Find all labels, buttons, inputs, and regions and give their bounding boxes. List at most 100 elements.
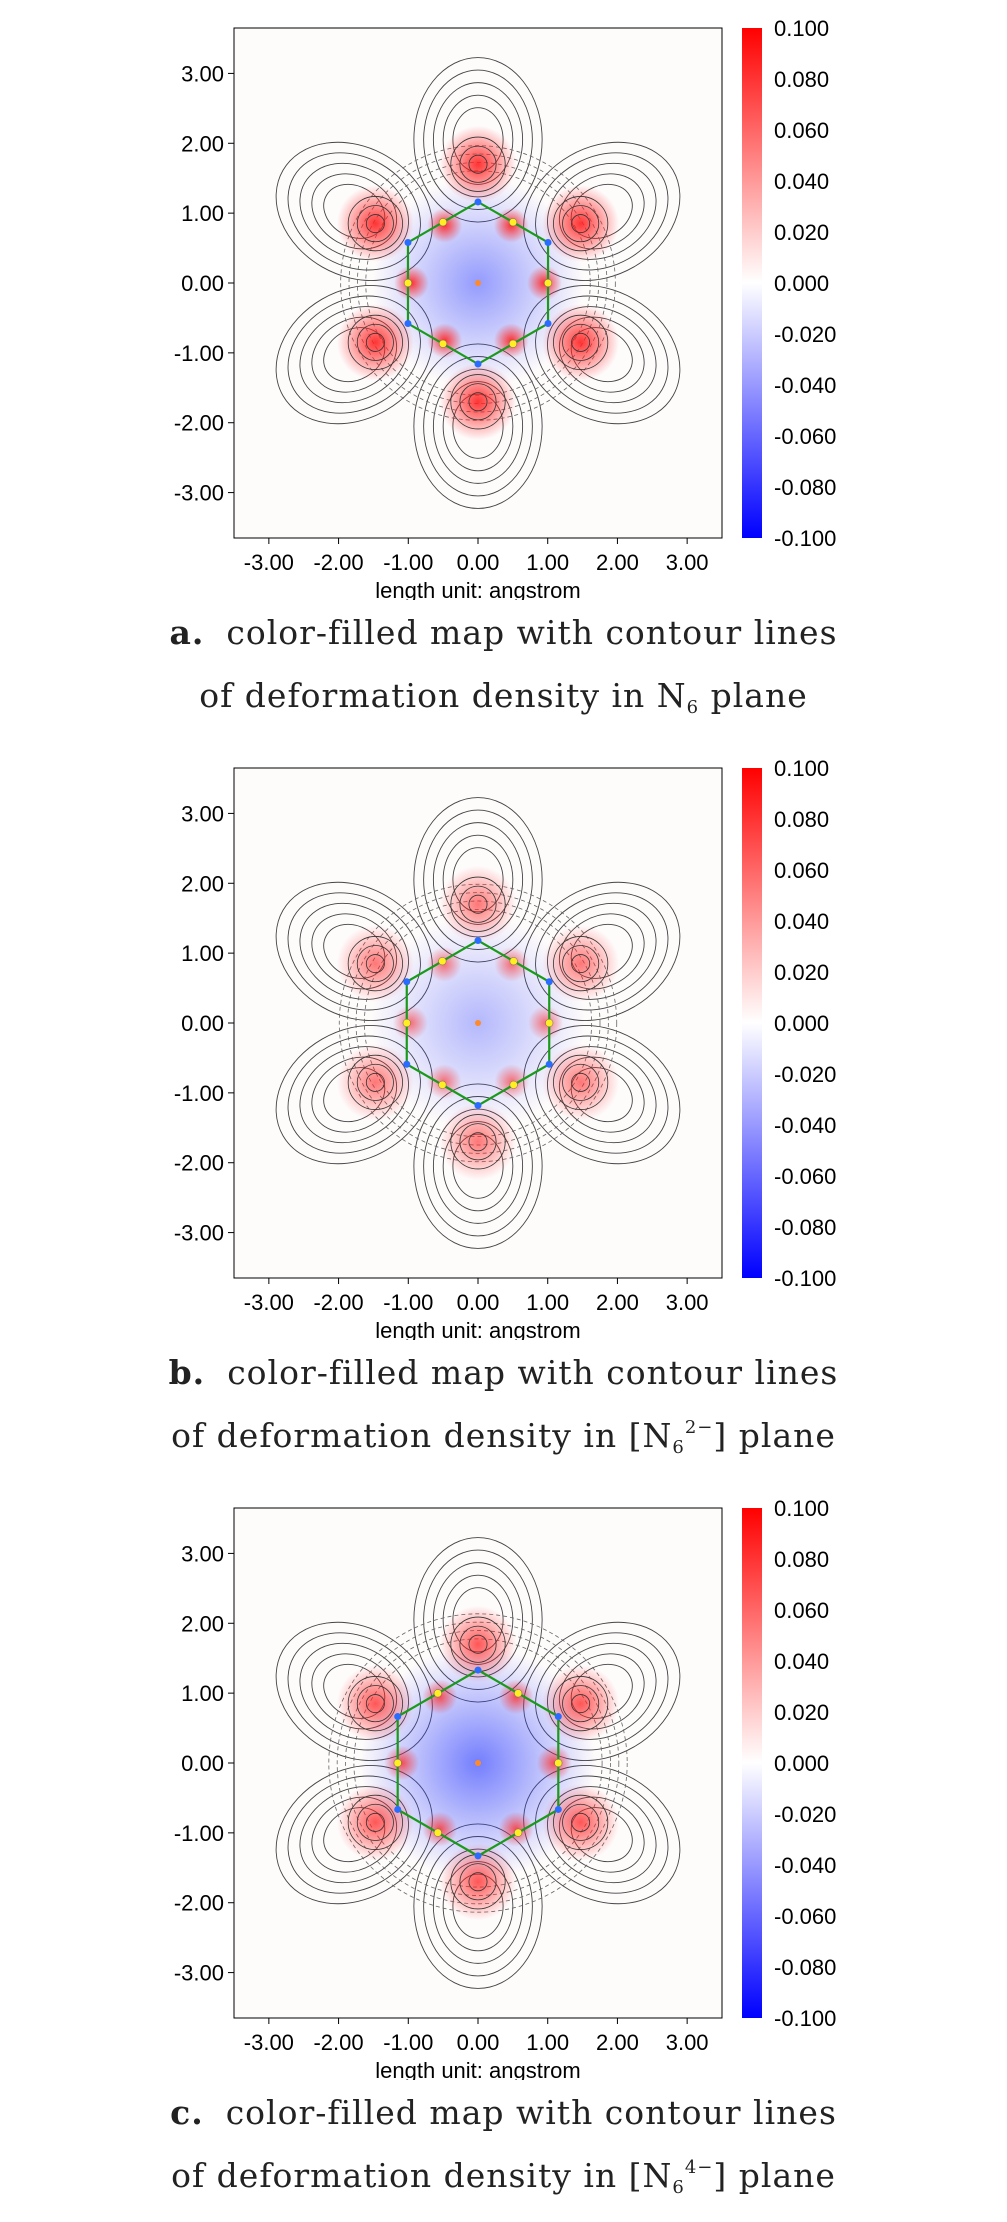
y-tick-label: 2.00	[181, 131, 224, 156]
caption-a-label: a.	[169, 613, 205, 652]
colorbar-tick-label: 0.100	[774, 756, 829, 781]
colorbar-tick-label: 0.040	[774, 1649, 829, 1674]
x-tick-label: -1.00	[383, 1290, 433, 1315]
nitrogen-atom	[474, 1852, 482, 1860]
bond-critical-point	[438, 339, 448, 348]
bond-critical-point	[433, 1828, 442, 1837]
colorbar-tick-label: -0.100	[774, 1266, 836, 1291]
y-tick-label: -3.00	[174, 481, 224, 506]
bond-critical-point	[543, 278, 553, 288]
colorbar-tick-label: 0.000	[774, 271, 829, 296]
nitrogen-atom	[394, 1713, 402, 1721]
caption-b-label: b.	[168, 1353, 206, 1392]
colorbar-tick-label: -0.100	[774, 2006, 836, 2031]
x-tick-label: -3.00	[244, 550, 294, 575]
contour-line	[365, 1694, 385, 1714]
ring-critical-point	[475, 1020, 481, 1026]
contour-line	[562, 1063, 600, 1101]
contour-line	[347, 936, 403, 992]
contour-line	[468, 1634, 488, 1654]
contour-line	[571, 1072, 591, 1092]
y-tick-label: -3.00	[174, 1961, 224, 1986]
caption-a-line2: of deformation density in N	[199, 676, 687, 715]
colorbar-tick-label: -0.020	[774, 1062, 836, 1087]
y-tick-label: 1.00	[181, 201, 224, 226]
caption-c-line2-end: ] plane	[713, 2156, 836, 2195]
colorbar-tick-label: 0.040	[774, 169, 829, 194]
contour-line	[356, 323, 394, 361]
nitrogen-atom	[544, 238, 552, 246]
x-tick-label: 1.00	[526, 1290, 569, 1315]
contour-line	[562, 1803, 600, 1841]
colorbar-tick-label: 0.060	[774, 1598, 829, 1623]
nitrogen-atom	[474, 198, 482, 206]
contour-line	[365, 1812, 385, 1832]
x-tick-label: 3.00	[666, 550, 709, 575]
colorbar-tick-label: -0.060	[774, 1164, 836, 1189]
panel-a: -3.00 -2.00 -1.00 0.00 1.00 2.00 3.00 3.00 2.00 1…	[0, 0, 1007, 740]
y-tick-label: 0.00	[181, 1751, 224, 1776]
contour-line	[365, 214, 385, 234]
bond-critical-point	[438, 957, 447, 966]
bond-critical-point	[508, 339, 518, 348]
contour-line	[468, 1872, 488, 1892]
nitrogen-atom	[545, 1060, 553, 1068]
colorbar-tick-label: -0.080	[774, 475, 836, 500]
colorbar-tick-label: 0.040	[774, 909, 829, 934]
x-axis-label: length unit: angstrom	[375, 2058, 580, 2080]
colorbar-tick-label: -0.060	[774, 1904, 836, 1929]
colorbar-tick-label: -0.020	[774, 1802, 836, 1827]
x-tick-label: -3.00	[244, 2030, 294, 2055]
negative-contour	[348, 153, 608, 413]
contour-line	[562, 205, 600, 243]
contour-line	[571, 332, 591, 352]
caption-b: b. color-filled map with contour lines of…	[0, 1345, 1007, 1475]
caption-b-line2-end: ] plane	[713, 1416, 836, 1455]
contour-line	[553, 1794, 609, 1850]
chart-b: -3.00 -2.00 -1.00 0.00 1.00 2.00 3.00 3.00 2.00 1…	[174, 756, 837, 1340]
contour-line	[571, 954, 591, 974]
contour-line	[468, 154, 488, 174]
y-tick-label: 2.00	[181, 1611, 224, 1636]
contour-line	[562, 1685, 600, 1723]
bond-critical-point	[545, 1018, 554, 1028]
colorbar-tick-label: -0.100	[774, 526, 836, 551]
caption-c-sup: 4−	[684, 2157, 714, 2178]
nitrogen-atom	[554, 1713, 562, 1721]
bond-critical-point	[508, 218, 518, 227]
x-tick-label: -3.00	[244, 1290, 294, 1315]
nitrogen-atom	[404, 238, 412, 246]
contour-line	[553, 196, 609, 252]
ring-critical-point	[475, 1760, 481, 1766]
caption-c: c. color-filled map with contour lines of…	[0, 2085, 1007, 2215]
caption-c-label: c.	[170, 2093, 204, 2132]
x-tick-label: 0.00	[457, 1290, 500, 1315]
contour-line	[450, 374, 506, 430]
x-tick-label: 2.00	[596, 550, 639, 575]
y-tick-label: 1.00	[181, 1681, 224, 1706]
contour-line	[356, 1063, 394, 1101]
nitrogen-atom	[474, 360, 482, 368]
contour-line	[450, 136, 506, 192]
density-map	[275, 1537, 681, 1989]
caption-b-sub: 6	[672, 1437, 685, 1458]
contour-line	[347, 1676, 403, 1732]
ring-critical-point	[475, 280, 481, 286]
caption-c-line1: color-filled map with contour lines	[225, 2093, 837, 2132]
bond-critical-point	[438, 1080, 447, 1089]
bond-critical-point	[438, 218, 448, 227]
caption-a-line1: color-filled map with contour lines	[226, 613, 838, 652]
contour-line	[347, 1054, 403, 1110]
caption-b-line2: of deformation density in [N	[171, 1416, 673, 1455]
nitrogen-atom	[545, 978, 553, 986]
nitrogen-atom	[403, 978, 411, 986]
caption-b-line1: color-filled map with contour lines	[227, 1353, 839, 1392]
contour-line	[450, 1114, 506, 1170]
colorbar-tick-label: 0.100	[774, 16, 829, 41]
contour-line	[356, 205, 394, 243]
panel-c: -3.00 -2.00 -1.00 0.00 1.00 2.00 3.00 3.00 2.00 1…	[0, 1480, 1007, 2220]
contour-line	[356, 1685, 394, 1723]
density-map	[275, 57, 681, 509]
density-map	[275, 797, 681, 1249]
x-tick-label: 2.00	[596, 2030, 639, 2055]
